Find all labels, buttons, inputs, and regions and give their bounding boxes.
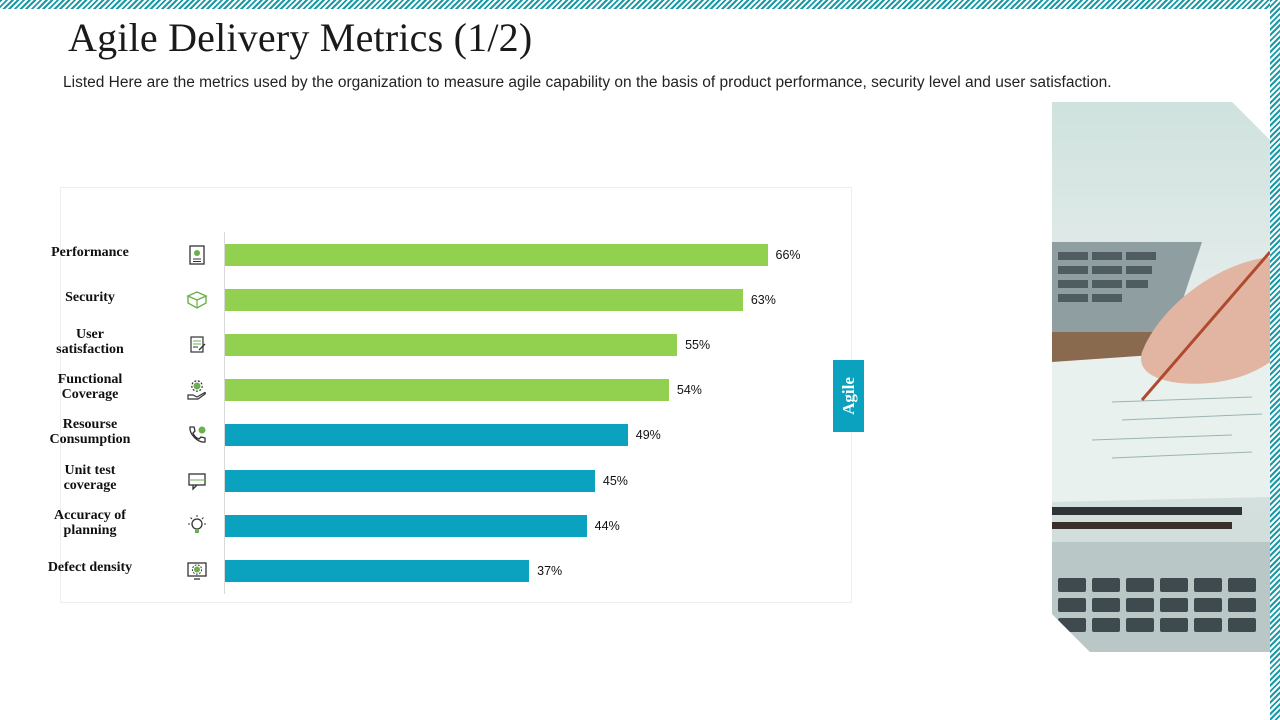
page-title: Agile Delivery Metrics (1/2) — [68, 15, 533, 60]
category-label-line: Security — [65, 289, 115, 305]
category-label: Security — [4, 290, 176, 305]
bar-value-label: 55% — [685, 338, 711, 353]
top-decorative-stripe — [0, 0, 1280, 9]
bar — [225, 469, 595, 492]
category-label-line: satisfaction — [56, 342, 124, 358]
bar-value-label: 37% — [537, 563, 563, 578]
category-label-line: Functional — [57, 372, 123, 388]
bar — [225, 559, 530, 582]
bar — [225, 334, 678, 357]
category-label-line: Consumption — [49, 432, 131, 448]
bar — [225, 244, 768, 266]
bar — [225, 379, 669, 402]
agile-side-tag-label: Agile — [838, 377, 858, 415]
monitor-gear-icon — [185, 559, 209, 583]
category-label: User satisfaction — [4, 327, 176, 357]
category-label-line: coverage — [63, 477, 117, 493]
phone-icon — [185, 423, 209, 447]
workspace-photo — [1052, 102, 1270, 652]
bar-value-label: 66% — [775, 248, 801, 262]
category-label-line: Accuracy of — [54, 507, 126, 523]
category-label-line: Resourse — [62, 417, 118, 433]
workspace-photo-illustration — [1052, 102, 1270, 652]
lightbulb-icon — [185, 514, 209, 538]
category-label: Unit test coverage — [4, 463, 176, 493]
chart-axis-line — [224, 232, 225, 594]
bar-value-label: 44% — [594, 518, 620, 533]
category-label: Accuracy of planning — [4, 508, 176, 538]
category-label-line: Defect density — [47, 560, 133, 576]
right-decorative-stripe — [1270, 0, 1280, 720]
bar — [225, 514, 587, 537]
gear-hand-icon — [185, 378, 209, 402]
category-label-line: Unit test — [64, 462, 116, 478]
feedback-form-icon — [185, 333, 209, 357]
bar — [225, 289, 743, 312]
category-label-line: Performance — [51, 244, 129, 260]
bar — [225, 424, 628, 447]
category-label: Performance — [4, 245, 176, 260]
agile-side-tag: Agile — [833, 360, 864, 432]
category-label: Defect density — [4, 560, 176, 575]
bar-value-label: 45% — [602, 473, 628, 488]
category-label-line: planning — [63, 522, 117, 538]
bar-value-label: 63% — [750, 293, 776, 308]
category-label: Resourse Consumption — [4, 417, 176, 447]
category-label-line: User — [76, 327, 104, 343]
page-subtitle: Listed Here are the metrics used by the … — [63, 74, 1112, 91]
category-label-line: Coverage — [61, 387, 119, 403]
shield-box-icon — [185, 288, 209, 312]
category-label: Functional Coverage — [4, 372, 176, 402]
certificate-icon — [185, 243, 209, 267]
bar-value-label: 54% — [676, 383, 702, 398]
message-box-icon — [185, 469, 209, 493]
bar-value-label: 49% — [635, 428, 661, 443]
